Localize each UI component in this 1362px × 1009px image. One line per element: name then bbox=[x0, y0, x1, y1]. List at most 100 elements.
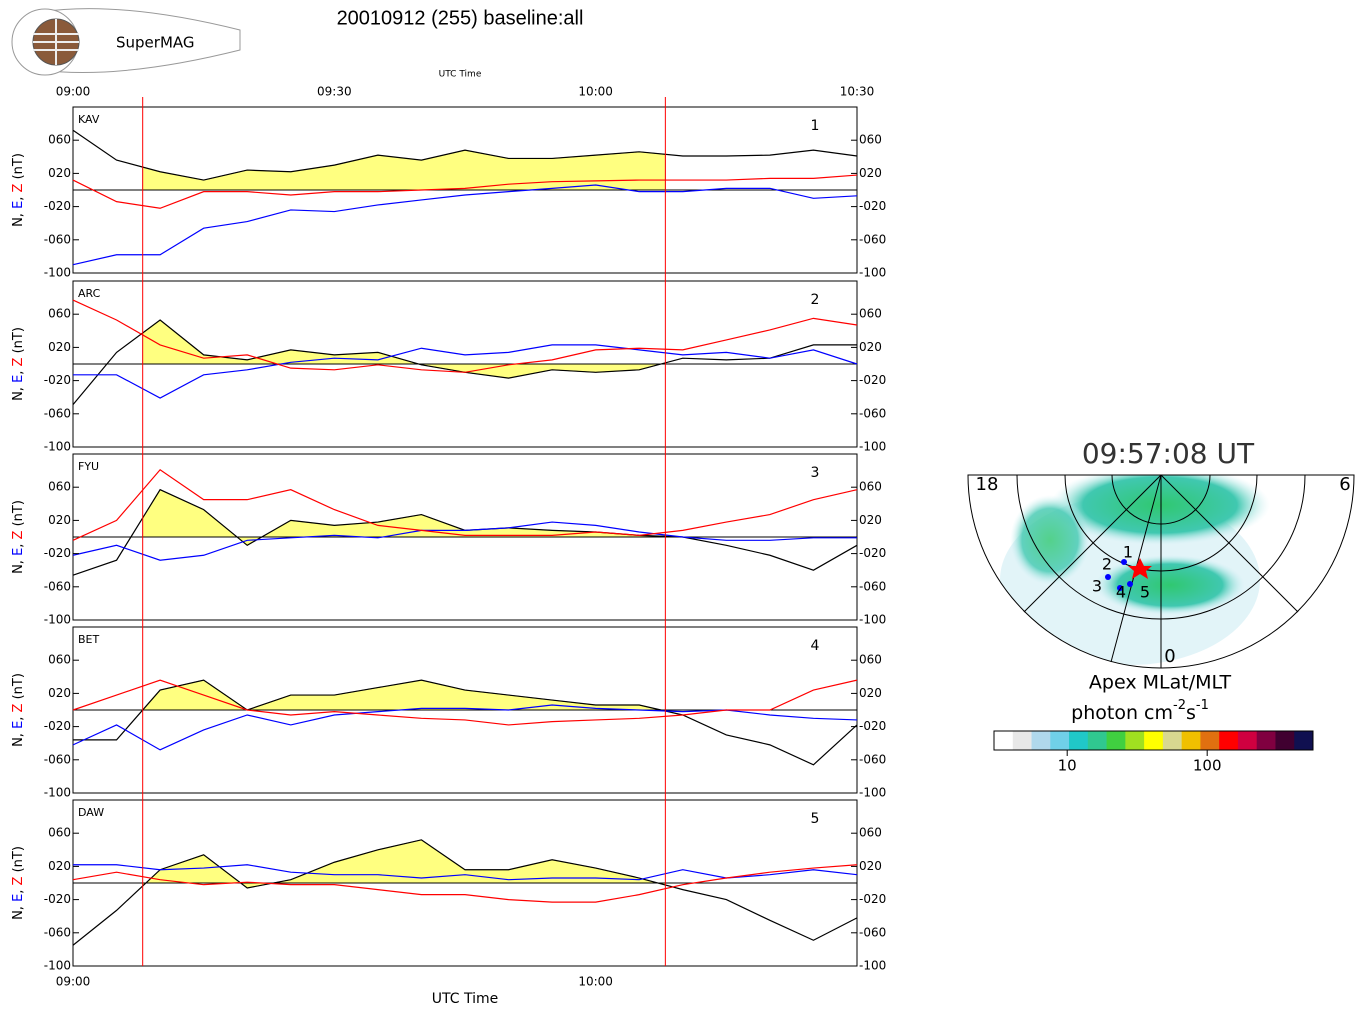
y-axis-title-part: (nT) bbox=[11, 500, 26, 530]
mlt-label: 0 bbox=[1164, 646, 1175, 667]
x-tick-label-top: 10:00 bbox=[578, 85, 613, 99]
y-axis-title-part: , bbox=[11, 885, 26, 893]
y-tick-label-right: 060 bbox=[859, 653, 882, 667]
y-tick-label: 060 bbox=[48, 653, 71, 667]
y-tick-label-right: -060 bbox=[859, 925, 886, 939]
unit-part: -2 bbox=[1173, 698, 1186, 713]
y-axis-title-part: (nT) bbox=[11, 846, 26, 876]
y-tick-label: -100 bbox=[44, 786, 71, 800]
y-tick-label: -100 bbox=[44, 613, 71, 627]
y-axis-title: N, E, Z (nT) bbox=[11, 153, 26, 227]
x-tick-label: 10:00 bbox=[578, 975, 613, 989]
colorbar-cell bbox=[1163, 731, 1182, 750]
y-tick-label-right: -060 bbox=[859, 232, 886, 246]
y-tick-label: 060 bbox=[48, 826, 71, 840]
y-axis-title: N, E, Z (nT) bbox=[11, 500, 26, 574]
station-label: KAV bbox=[78, 113, 100, 126]
y-tick-label: 020 bbox=[48, 686, 71, 700]
colorbar-cell bbox=[1275, 731, 1294, 750]
panel-number: 2 bbox=[811, 292, 820, 308]
y-tick-label-right: -100 bbox=[859, 613, 886, 627]
y-axis-title-part: N, bbox=[11, 383, 26, 401]
y-tick-label-right: -100 bbox=[859, 786, 886, 800]
colorbar-cell bbox=[1125, 731, 1144, 750]
y-tick-label: -020 bbox=[44, 892, 71, 906]
y-tick-label: 020 bbox=[48, 166, 71, 180]
y-tick-label: -020 bbox=[44, 719, 71, 733]
y-axis-title-part: N, bbox=[11, 902, 26, 920]
title: 20010912 (255) baseline:all bbox=[337, 7, 584, 29]
y-axis-title-part: E bbox=[11, 548, 26, 556]
y-axis-title-part: , bbox=[11, 712, 26, 720]
y-axis-title-part: , bbox=[11, 192, 26, 200]
y-tick-label-right: -060 bbox=[859, 406, 886, 420]
y-tick-label-right: 060 bbox=[859, 826, 882, 840]
station-number: 2 bbox=[1102, 555, 1112, 574]
y-tick-label: -060 bbox=[44, 925, 71, 939]
y-tick-label: -060 bbox=[44, 232, 71, 246]
colorbar-cell bbox=[1050, 731, 1069, 750]
y-axis-title: N, E, Z (nT) bbox=[11, 673, 26, 747]
colorbar-cell bbox=[1219, 731, 1238, 750]
colorbar-cell bbox=[994, 731, 1013, 750]
y-tick-label-right: 060 bbox=[859, 307, 882, 321]
colorbar-cell bbox=[1107, 731, 1126, 750]
logo-text: SuperMAG bbox=[116, 34, 195, 52]
y-axis-title-part: Z bbox=[11, 703, 26, 712]
y-tick-label: -100 bbox=[44, 266, 71, 280]
colorbar-cell bbox=[1069, 731, 1088, 750]
mlt-label: 6 bbox=[1339, 474, 1350, 495]
y-tick-label: -020 bbox=[44, 199, 71, 213]
y-tick-label-right: 020 bbox=[859, 166, 882, 180]
y-tick-label-right: 020 bbox=[859, 859, 882, 873]
y-tick-label-right: -100 bbox=[859, 440, 886, 454]
colorbar-cell bbox=[1013, 731, 1032, 750]
y-tick-label: 060 bbox=[48, 480, 71, 494]
x-axis-title: UTC Time bbox=[432, 991, 498, 1007]
x-tick-label: 09:00 bbox=[56, 975, 91, 989]
colorbar-cell bbox=[1294, 731, 1313, 750]
y-tick-label-right: -100 bbox=[859, 959, 886, 973]
y-axis-title-part: E bbox=[11, 375, 26, 383]
station-label: ARC bbox=[78, 287, 101, 300]
panel-number: 1 bbox=[811, 118, 820, 134]
y-tick-label: -100 bbox=[44, 959, 71, 973]
y-axis-title-part: (nT) bbox=[11, 153, 26, 183]
station-label: FYU bbox=[78, 460, 99, 473]
unit-part: s bbox=[1186, 702, 1196, 724]
y-tick-label-right: -020 bbox=[859, 546, 886, 560]
y-tick-label: 020 bbox=[48, 513, 71, 527]
y-tick-label: -060 bbox=[44, 752, 71, 766]
x-tick-label-top: 10:30 bbox=[840, 85, 875, 99]
y-tick-label-right: -060 bbox=[859, 579, 886, 593]
panel-number: 4 bbox=[811, 638, 820, 654]
y-axis-title: N, E, Z (nT) bbox=[11, 327, 26, 401]
y-tick-label: -020 bbox=[44, 546, 71, 560]
unit-label: photon cm-2s-1 bbox=[1071, 698, 1209, 724]
panel-number: 3 bbox=[811, 465, 820, 481]
station-label: BET bbox=[78, 633, 99, 646]
y-tick-label: 020 bbox=[48, 859, 71, 873]
y-tick-label-right: 020 bbox=[859, 513, 882, 527]
y-axis-title-part: (nT) bbox=[11, 327, 26, 357]
y-tick-label-right: -020 bbox=[859, 373, 886, 387]
station-number: 5 bbox=[1140, 583, 1150, 602]
y-axis-title-part: (nT) bbox=[11, 673, 26, 703]
y-tick-label: -020 bbox=[44, 373, 71, 387]
y-tick-label: 020 bbox=[48, 340, 71, 354]
y-axis-title-part: N, bbox=[11, 209, 26, 227]
logo: SuperMAG bbox=[12, 9, 240, 75]
y-tick-label: 060 bbox=[48, 133, 71, 147]
unit-part: -1 bbox=[1196, 698, 1209, 713]
y-axis-title-part: E bbox=[11, 201, 26, 209]
station-number: 1 bbox=[1123, 543, 1133, 562]
y-tick-label-right: 020 bbox=[859, 340, 882, 354]
y-tick-label-right: 060 bbox=[859, 480, 882, 494]
colorbar-tick-label: 10 bbox=[1058, 757, 1077, 775]
x-tick-label-top: 09:00 bbox=[56, 85, 91, 99]
station-label: DAW bbox=[78, 806, 104, 819]
y-axis-title-part: Z bbox=[11, 876, 26, 885]
panel-number: 5 bbox=[811, 811, 820, 827]
colorbar-cell bbox=[1032, 731, 1051, 750]
